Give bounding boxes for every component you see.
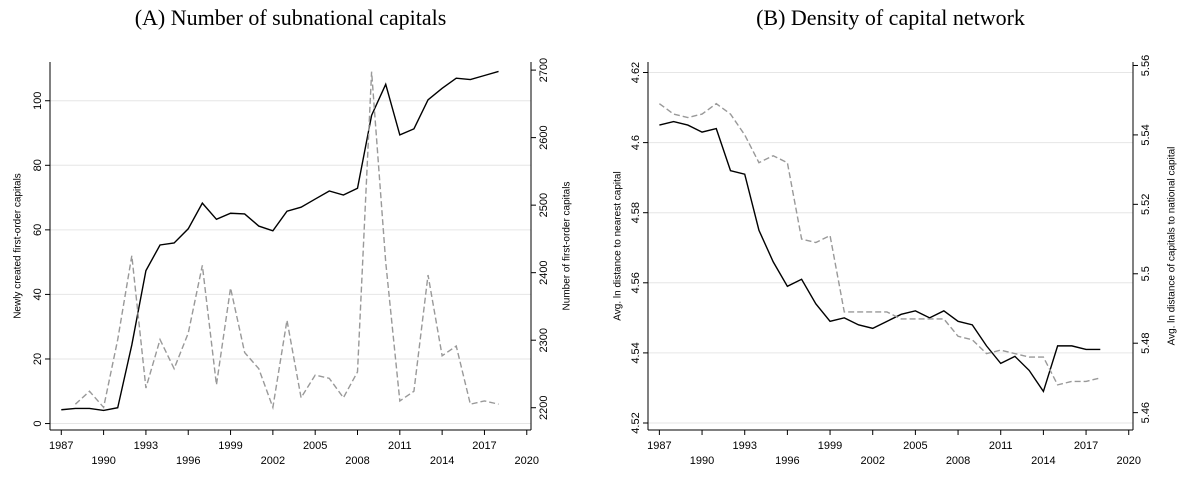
y-tick-label: 40: [32, 288, 44, 300]
y-tick-label: 4.62: [630, 62, 642, 83]
series-line: [61, 70, 499, 412]
y2-tick-label: 5.46: [1140, 402, 1152, 423]
x-tick-label: 2002: [860, 455, 884, 467]
panel-title: (B) Density of capital network: [756, 5, 1025, 30]
y-axis-title: Avg. ln distance to nearest capital: [613, 171, 624, 320]
y2-tick-label: 5.5: [1140, 266, 1152, 281]
series-line: [659, 120, 1101, 394]
x-tick-label: 1993: [732, 440, 756, 452]
y-tick-label: 4.52: [630, 412, 642, 433]
x-tick-label: 1990: [690, 455, 714, 467]
series-line: [74, 71, 499, 411]
panel-title: (A) Number of subnational capitals: [135, 5, 447, 30]
y2-axis-title: Avg. ln distance of capitals to national…: [1167, 147, 1178, 346]
y2-tick-label: 5.54: [1140, 124, 1152, 145]
x-tick-label: 1999: [218, 440, 242, 452]
x-tick-label: 2011: [388, 440, 412, 452]
y-tick-label: 4.56: [630, 272, 642, 293]
y2-tick-label: 2300: [538, 328, 550, 352]
x-tick-label: 2017: [1074, 440, 1098, 452]
y-tick-label: 4.6: [630, 135, 642, 150]
y2-tick-label: 2400: [538, 260, 550, 284]
series-line: [658, 102, 1101, 386]
x-tick-label: 1993: [134, 440, 158, 452]
x-tick-label: 2002: [261, 455, 285, 467]
x-tick-label: 2014: [1031, 455, 1055, 467]
x-tick-label: 2017: [472, 440, 496, 452]
x-tick-label: 1987: [647, 440, 671, 452]
y2-tick-label: 2700: [538, 58, 550, 82]
x-tick-label: 1987: [49, 440, 73, 452]
x-tick-label: 2008: [345, 455, 369, 467]
y-tick-label: 4.54: [630, 342, 642, 363]
y2-tick-label: 2200: [538, 395, 550, 419]
y-tick-label: 20: [32, 353, 44, 365]
x-tick-label: 2011: [989, 440, 1013, 452]
y2-tick-label: 5.48: [1140, 332, 1152, 353]
y2-tick-label: 5.56: [1140, 55, 1152, 76]
y-tick-label: 80: [32, 159, 44, 171]
x-tick-label: 1996: [176, 455, 200, 467]
x-tick-label: 2005: [303, 440, 327, 452]
y2-axis-title: Number of first-order capitals: [562, 182, 573, 311]
y-tick-label: 60: [32, 224, 44, 236]
x-tick-label: 1996: [775, 455, 799, 467]
x-tick-label: 2014: [430, 455, 454, 467]
y-axis-title: Newly created first-order capitals: [13, 173, 24, 319]
y-tick-label: 0: [32, 420, 44, 426]
x-tick-label: 2020: [515, 455, 539, 467]
x-tick-label: 1999: [818, 440, 842, 452]
y-tick-label: 100: [32, 92, 44, 110]
x-tick-label: 1990: [91, 455, 115, 467]
y2-tick-label: 2500: [538, 193, 550, 217]
x-tick-label: 2008: [946, 455, 970, 467]
x-tick-label: 2005: [903, 440, 927, 452]
y2-tick-label: 2600: [538, 125, 550, 149]
x-tick-label: 2020: [1116, 455, 1140, 467]
y2-tick-label: 5.52: [1140, 194, 1152, 215]
y-tick-label: 4.58: [630, 202, 642, 223]
